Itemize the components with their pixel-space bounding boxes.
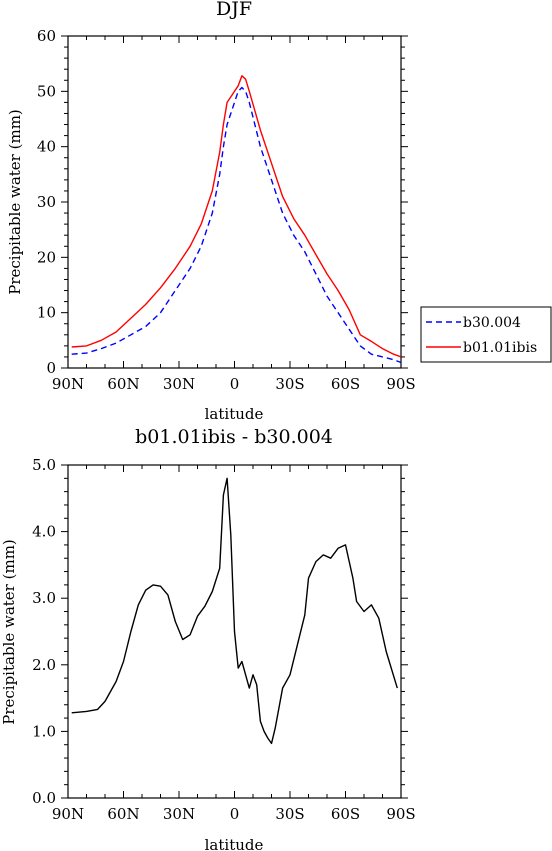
- bottom-x-tick-label: 90N: [52, 805, 84, 823]
- legend-label-b30-004: b30.004: [463, 315, 521, 331]
- bottom-chart-title: b01.01ibis - b30.004: [135, 426, 333, 448]
- top-panel: DJF 90N 60N 30N 0 30S 60S 90S 0 10 20 30 40 50 60 lat…: [6, 0, 416, 423]
- bottom-x-tick-label: 90S: [386, 805, 415, 823]
- bottom-x-tick-label: 30N: [163, 805, 195, 823]
- bottom-y-tick-label: 2.0: [32, 656, 56, 674]
- top-x-tick-label: 30N: [163, 375, 195, 393]
- top-chart-title: DJF: [216, 0, 252, 20]
- top-plot-frame: [67, 35, 402, 369]
- legend: b30.004 b01.01ibis: [420, 306, 552, 363]
- top-y-tick-label: 20: [37, 248, 56, 266]
- bottom-axis-ticks: 90N 60N 30N 0 30S 60S 90S 0.0 1.0 2.0 3.0 4.0 5.0: [32, 456, 416, 823]
- top-y-tick-label: 50: [37, 82, 56, 100]
- top-x-tick-label: 60S: [331, 375, 360, 393]
- top-y-axis-label: Precipitable water (mm): [6, 109, 24, 295]
- bottom-series-lines: [71, 477, 398, 745]
- top-y-tick-label: 40: [37, 138, 56, 156]
- legend-label-b01-01ibis: b01.01ibis: [463, 340, 537, 356]
- bottom-x-tick-label: 30S: [275, 805, 304, 823]
- bottom-x-tick-label: 60N: [107, 805, 139, 823]
- bottom-y-tick-label: 3.0: [32, 589, 56, 607]
- top-x-axis-label: latitude: [205, 405, 264, 423]
- bottom-y-tick-label: 5.0: [32, 456, 56, 474]
- top-axis-ticks: 90N 60N 30N 0 30S 60S 90S 0 10 20 30 40 50 60: [37, 27, 416, 393]
- top-x-tick-label: 90S: [386, 375, 415, 393]
- top-series-line-b30-004: [71, 86, 402, 364]
- bottom-y-tick-label: 1.0: [32, 722, 56, 740]
- top-x-tick-label: 30S: [275, 375, 304, 393]
- top-y-tick-label: 10: [37, 304, 56, 322]
- bottom-series-line-0: [71, 477, 398, 745]
- bottom-x-tick-label: 60S: [331, 805, 360, 823]
- top-y-tick-label: 30: [37, 193, 56, 211]
- top-series-line-b01-01ibis: [71, 75, 402, 358]
- top-y-tick-label: 60: [37, 27, 56, 45]
- top-x-tick-label: 0: [230, 375, 240, 393]
- legend-box: [420, 306, 552, 363]
- top-x-tick-label: 90N: [52, 375, 84, 393]
- top-y-tick-label: 0: [46, 359, 56, 377]
- top-series-lines: [71, 75, 402, 364]
- bottom-panel: b01.01ibis - b30.004 90N 60N 30N 0 30S 60S 90S…: [0, 426, 416, 851]
- bottom-x-axis-label: latitude: [205, 836, 264, 851]
- bottom-x-tick-label: 0: [230, 805, 240, 823]
- bottom-y-tick-label: 0.0: [32, 789, 56, 807]
- bottom-y-tick-label: 4.0: [32, 523, 56, 541]
- top-x-tick-label: 60N: [107, 375, 139, 393]
- bottom-y-axis-label: Precipitable water (mm): [0, 539, 18, 725]
